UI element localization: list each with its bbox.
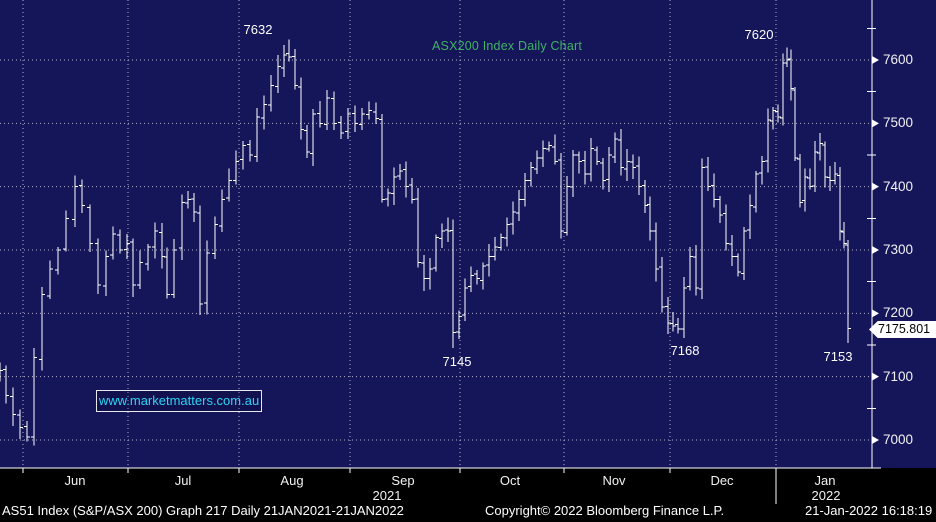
watermark-link[interactable]: www.marketmatters.com.au bbox=[96, 390, 262, 412]
last-price-tag: 7175.801 bbox=[869, 321, 936, 338]
annotation-label: 7145 bbox=[442, 354, 472, 369]
y-tick-arrow bbox=[872, 119, 879, 128]
y-axis-label: 7100 bbox=[883, 368, 914, 384]
x-axis-month-label: Jun bbox=[64, 473, 86, 488]
footer-copyright: Copyright© 2022 Bloomberg Finance L.P. bbox=[485, 503, 725, 518]
price-bars bbox=[0, 39, 851, 446]
annotation-label: 7168 bbox=[670, 343, 700, 358]
x-axis-month-label: Sep bbox=[391, 473, 415, 488]
annotation-label: 7153 bbox=[823, 349, 853, 364]
y-axis-label: 7400 bbox=[883, 178, 914, 194]
footer-timestamp: 21-Jan-2022 16:18:19 bbox=[805, 503, 933, 518]
x-axis-month-label: Jul bbox=[174, 473, 192, 488]
y-tick-arrow bbox=[872, 182, 879, 191]
axes bbox=[0, 0, 881, 504]
y-tick-arrow bbox=[872, 56, 879, 64]
x-axis-month-label: Dec bbox=[710, 473, 734, 488]
annotation-label: 7620 bbox=[744, 27, 774, 42]
y-axis-label: 7200 bbox=[883, 305, 914, 321]
y-tick-arrow bbox=[872, 246, 879, 254]
chart-title: ASX200 Index Daily Chart bbox=[431, 39, 583, 53]
footer-series-info: AS51 Index (S&P/ASX 200) Graph 217 Daily… bbox=[2, 503, 404, 518]
y-axis-label: 7300 bbox=[883, 242, 914, 257]
y-tick-arrow bbox=[872, 309, 879, 318]
y-axis-label: 7600 bbox=[883, 52, 914, 67]
x-axis-month-label: Nov bbox=[602, 473, 626, 488]
y-axis-label: 7500 bbox=[883, 115, 914, 131]
annotation-label: 7632 bbox=[243, 22, 273, 37]
y-tick-arrow bbox=[872, 372, 879, 381]
x-axis-month-label: Oct bbox=[499, 473, 521, 488]
x-axis-month-label: Aug bbox=[280, 473, 304, 488]
y-axis-label: 7000 bbox=[883, 432, 914, 447]
x-axis-year-label: 2021 bbox=[372, 488, 402, 503]
x-axis-year-label: 2022 bbox=[811, 488, 841, 503]
x-axis-month-label: Jan bbox=[814, 473, 836, 488]
y-tick-arrow bbox=[872, 436, 879, 444]
